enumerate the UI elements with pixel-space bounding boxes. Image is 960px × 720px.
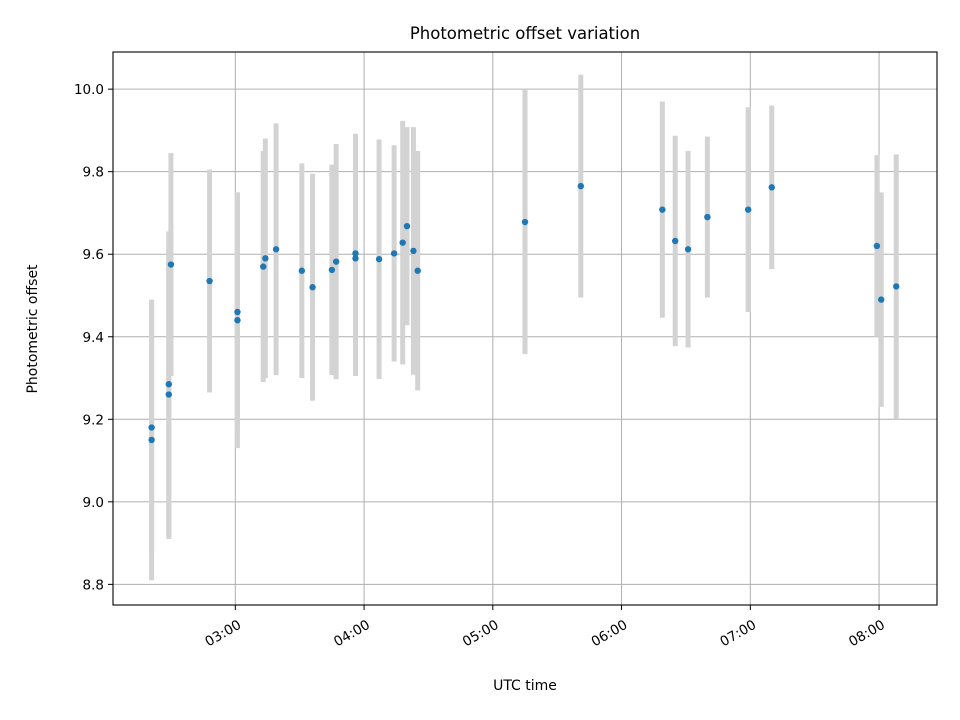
data-points	[148, 182, 900, 444]
data-point	[403, 222, 411, 230]
data-point	[352, 250, 359, 257]
y-tick-label: 9.2	[83, 412, 104, 428]
data-point	[672, 237, 679, 245]
data-point	[744, 206, 752, 213]
data-point	[410, 247, 417, 255]
data-point	[375, 255, 383, 263]
data-point	[234, 317, 241, 324]
data-point	[414, 267, 421, 274]
data-point	[165, 381, 172, 388]
data-point	[521, 218, 529, 226]
data-point	[328, 266, 336, 274]
y-tick-label: 9.4	[83, 330, 104, 346]
data-point	[262, 255, 269, 262]
y-tick-label: 9.0	[83, 495, 104, 511]
data-point	[165, 391, 172, 398]
y-axis-label: Photometric offset	[25, 264, 41, 394]
chart-title: Photometric offset variation	[410, 24, 640, 43]
data-point	[399, 239, 406, 246]
data-point	[332, 258, 340, 265]
data-point	[298, 267, 306, 274]
data-point	[878, 296, 885, 303]
data-point	[206, 277, 213, 285]
data-point	[352, 255, 359, 262]
data-point	[893, 283, 900, 290]
data-point	[309, 284, 316, 291]
data-point	[148, 424, 155, 431]
data-point	[659, 206, 666, 213]
data-point	[768, 184, 775, 191]
y-tick-label: 10.0	[74, 82, 104, 98]
x-axis-label: UTC time	[493, 678, 557, 694]
data-point	[704, 213, 711, 221]
y-tick-label: 8.8	[83, 577, 104, 593]
data-point	[577, 182, 584, 190]
data-point	[260, 263, 267, 270]
data-point	[167, 261, 175, 268]
data-point	[684, 246, 692, 253]
data-point	[234, 308, 241, 316]
data-point	[873, 242, 881, 250]
data-point	[272, 246, 280, 253]
data-point	[148, 436, 155, 444]
y-tick-label: 9.8	[83, 165, 104, 181]
y-tick-label: 9.6	[83, 247, 104, 263]
plot-frame	[112, 51, 938, 606]
data-point	[390, 250, 398, 257]
